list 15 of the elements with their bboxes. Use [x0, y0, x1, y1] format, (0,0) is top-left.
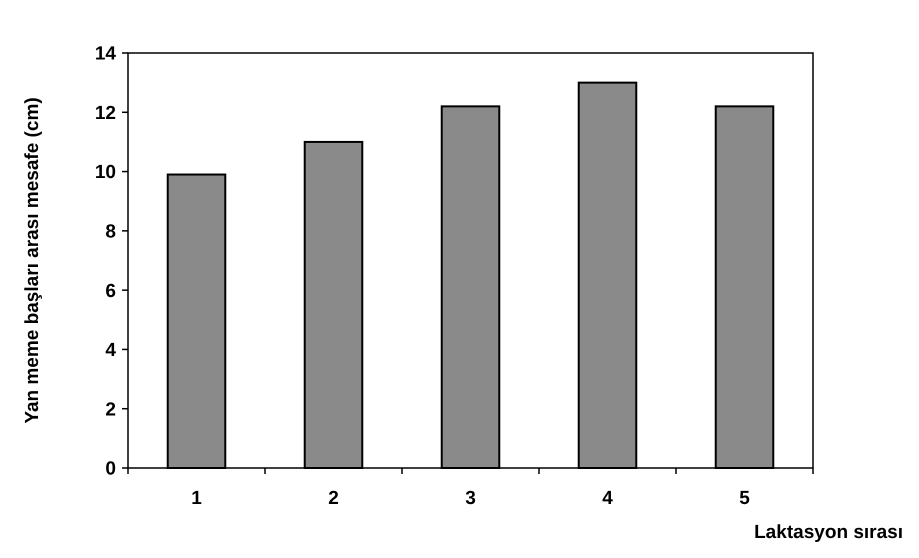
y-tick-label: 6 — [105, 280, 116, 302]
x-tick-label: 1 — [191, 488, 202, 509]
y-tick-label: 12 — [94, 102, 116, 124]
y-tick-label: 4 — [105, 340, 116, 362]
x-axis-title: Laktasyon sırası — [754, 522, 903, 543]
y-tick-label: 8 — [105, 222, 116, 243]
y-tick-label: 10 — [94, 162, 116, 184]
x-tick-label: 5 — [739, 488, 750, 509]
x-tick-label: 3 — [465, 488, 476, 509]
y-tick-label: 14 — [94, 44, 116, 65]
x-tick-label: 4 — [602, 488, 614, 509]
y-axis-title: Yan meme başları arası mesafe (cm) — [22, 97, 43, 424]
y-tick-label: 2 — [105, 399, 116, 420]
y-tick-label: 0 — [105, 458, 116, 480]
x-tick-label: 2 — [328, 488, 339, 509]
